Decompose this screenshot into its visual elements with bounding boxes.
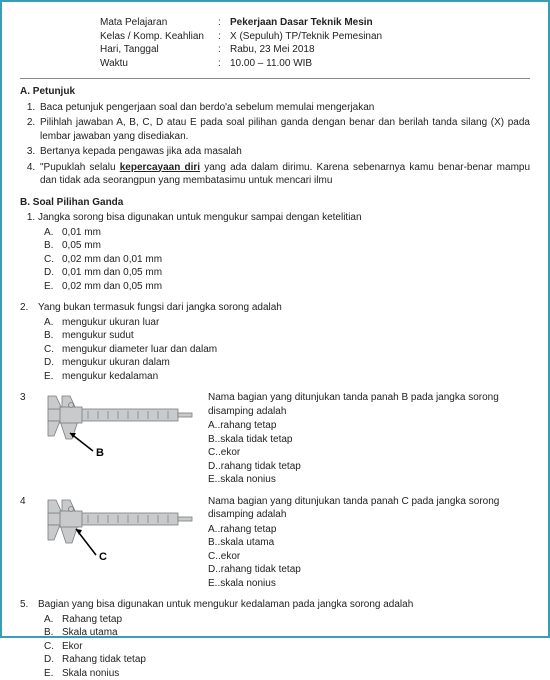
header-value: 10.00 – 11.00 WIB [230, 57, 530, 71]
header-label: Hari, Tanggal [100, 43, 218, 57]
option: C..ekor [208, 446, 530, 460]
option: D.mengukur ukuran dalam [44, 356, 530, 370]
question-stem: Nama bagian yang ditunjukan tanda panah … [208, 496, 499, 521]
option: E..skala nonius [208, 577, 530, 591]
option: B.mengukur sudut [44, 329, 530, 343]
header-sep: : [218, 43, 230, 57]
question-stem: Bagian yang bisa digunakan untuk menguku… [38, 599, 413, 610]
option: C..ekor [208, 550, 530, 564]
option: A.Rahang tetap [44, 613, 530, 627]
section-b-title: B. Soal Pilihan Ganda [20, 196, 530, 210]
question-4: 4 [20, 495, 530, 591]
option: E.mengukur kedalaman [44, 370, 530, 384]
header-row: Mata Pelajaran : Pekerjaan Dasar Teknik … [100, 16, 530, 30]
options-list: A.mengukur ukuran luar B.mengukur sudut … [38, 316, 530, 384]
header-row: Hari, Tanggal : Rabu, 23 Mei 2018 [100, 43, 530, 57]
option: C.0,02 mm dan 0,01 mm [44, 253, 530, 267]
options-list: A..rahang tetap B..skala utama C..ekor D… [208, 523, 530, 591]
option: B.0,05 mm [44, 239, 530, 253]
exam-page: Mata Pelajaran : Pekerjaan Dasar Teknik … [0, 0, 550, 638]
caliper-figure: B [38, 391, 198, 461]
header-value: Pekerjaan Dasar Teknik Mesin [230, 16, 530, 30]
option: E.Skala nonius [44, 667, 530, 680]
options-list: A.0,01 mm B.0,05 mm C.0,02 mm dan 0,01 m… [38, 226, 530, 294]
instructions-list: Baca petunjuk pengerjaan soal dan berdo'… [20, 101, 530, 188]
header-block: Mata Pelajaran : Pekerjaan Dasar Teknik … [100, 16, 530, 70]
option: E..skala nonius [208, 473, 530, 487]
option: A..rahang tetap [208, 419, 530, 433]
option: D.0,01 mm dan 0,05 mm [44, 266, 530, 280]
divider [20, 78, 530, 79]
header-value: Rabu, 23 Mei 2018 [230, 43, 530, 57]
options-list: A.Rahang tetap B.Skala utama C.Ekor D.Ra… [38, 613, 530, 680]
header-label: Waktu [100, 57, 218, 71]
option: A.mengukur ukuran luar [44, 316, 530, 330]
header-value: X (Sepuluh) TP/Teknik Pemesinan [230, 30, 530, 44]
question-stem: Nama bagian yang ditunjukan tanda panah … [208, 392, 499, 417]
option: D.Rahang tidak tetap [44, 653, 530, 667]
header-sep: : [218, 16, 230, 30]
instruction-item: "Pupuklah selalu kepercayaan diri yang a… [38, 161, 530, 188]
keyword: kepercayaan diri [120, 162, 200, 173]
question-1: Jangka sorong bisa digunakan untuk mengu… [38, 211, 530, 293]
questions-list: Jangka sorong bisa digunakan untuk mengu… [20, 211, 530, 293]
question-stem: Yang bukan termasuk fungsi dari jangka s… [38, 302, 282, 313]
option: B..skala utama [208, 536, 530, 550]
instruction-item: Baca petunjuk pengerjaan soal dan berdo'… [38, 101, 530, 115]
question-5: 5. Bagian yang bisa digunakan untuk meng… [20, 598, 530, 680]
option: A.0,01 mm [44, 226, 530, 240]
instruction-item: Bertanya kepada pengawas jika ada masala… [38, 145, 530, 159]
arrow-label: C [99, 551, 107, 563]
header-sep: : [218, 57, 230, 71]
option: D..rahang tidak tetap [208, 460, 530, 474]
header-label: Kelas / Komp. Keahlian [100, 30, 218, 44]
header-label: Mata Pelajaran [100, 16, 218, 30]
header-sep: : [218, 30, 230, 44]
caliper-icon: C [38, 495, 198, 565]
question-stem: Jangka sorong bisa digunakan untuk mengu… [38, 212, 362, 223]
header-row: Kelas / Komp. Keahlian : X (Sepuluh) TP/… [100, 30, 530, 44]
option: D..rahang tidak tetap [208, 563, 530, 577]
option: B..skala tidak tetap [208, 433, 530, 447]
header-row: Waktu : 10.00 – 11.00 WIB [100, 57, 530, 71]
option: B.Skala utama [44, 626, 530, 640]
option: E.0,02 mm dan 0,05 mm [44, 280, 530, 294]
option: C.Ekor [44, 640, 530, 654]
options-list: A..rahang tetap B..skala tidak tetap C..… [208, 419, 530, 487]
option: C.mengukur diameter luar dan dalam [44, 343, 530, 357]
option: A..rahang tetap [208, 523, 530, 537]
question-3: 3 [20, 391, 530, 487]
caliper-figure: C [38, 495, 198, 565]
caliper-icon: B [38, 391, 198, 461]
instruction-item: Pilihlah jawaban A, B, C, D atau E pada … [38, 116, 530, 143]
question-2: 2. Yang bukan termasuk fungsi dari jangk… [20, 301, 530, 383]
arrow-label: B [96, 447, 104, 459]
section-a-title: A. Petunjuk [20, 85, 530, 99]
